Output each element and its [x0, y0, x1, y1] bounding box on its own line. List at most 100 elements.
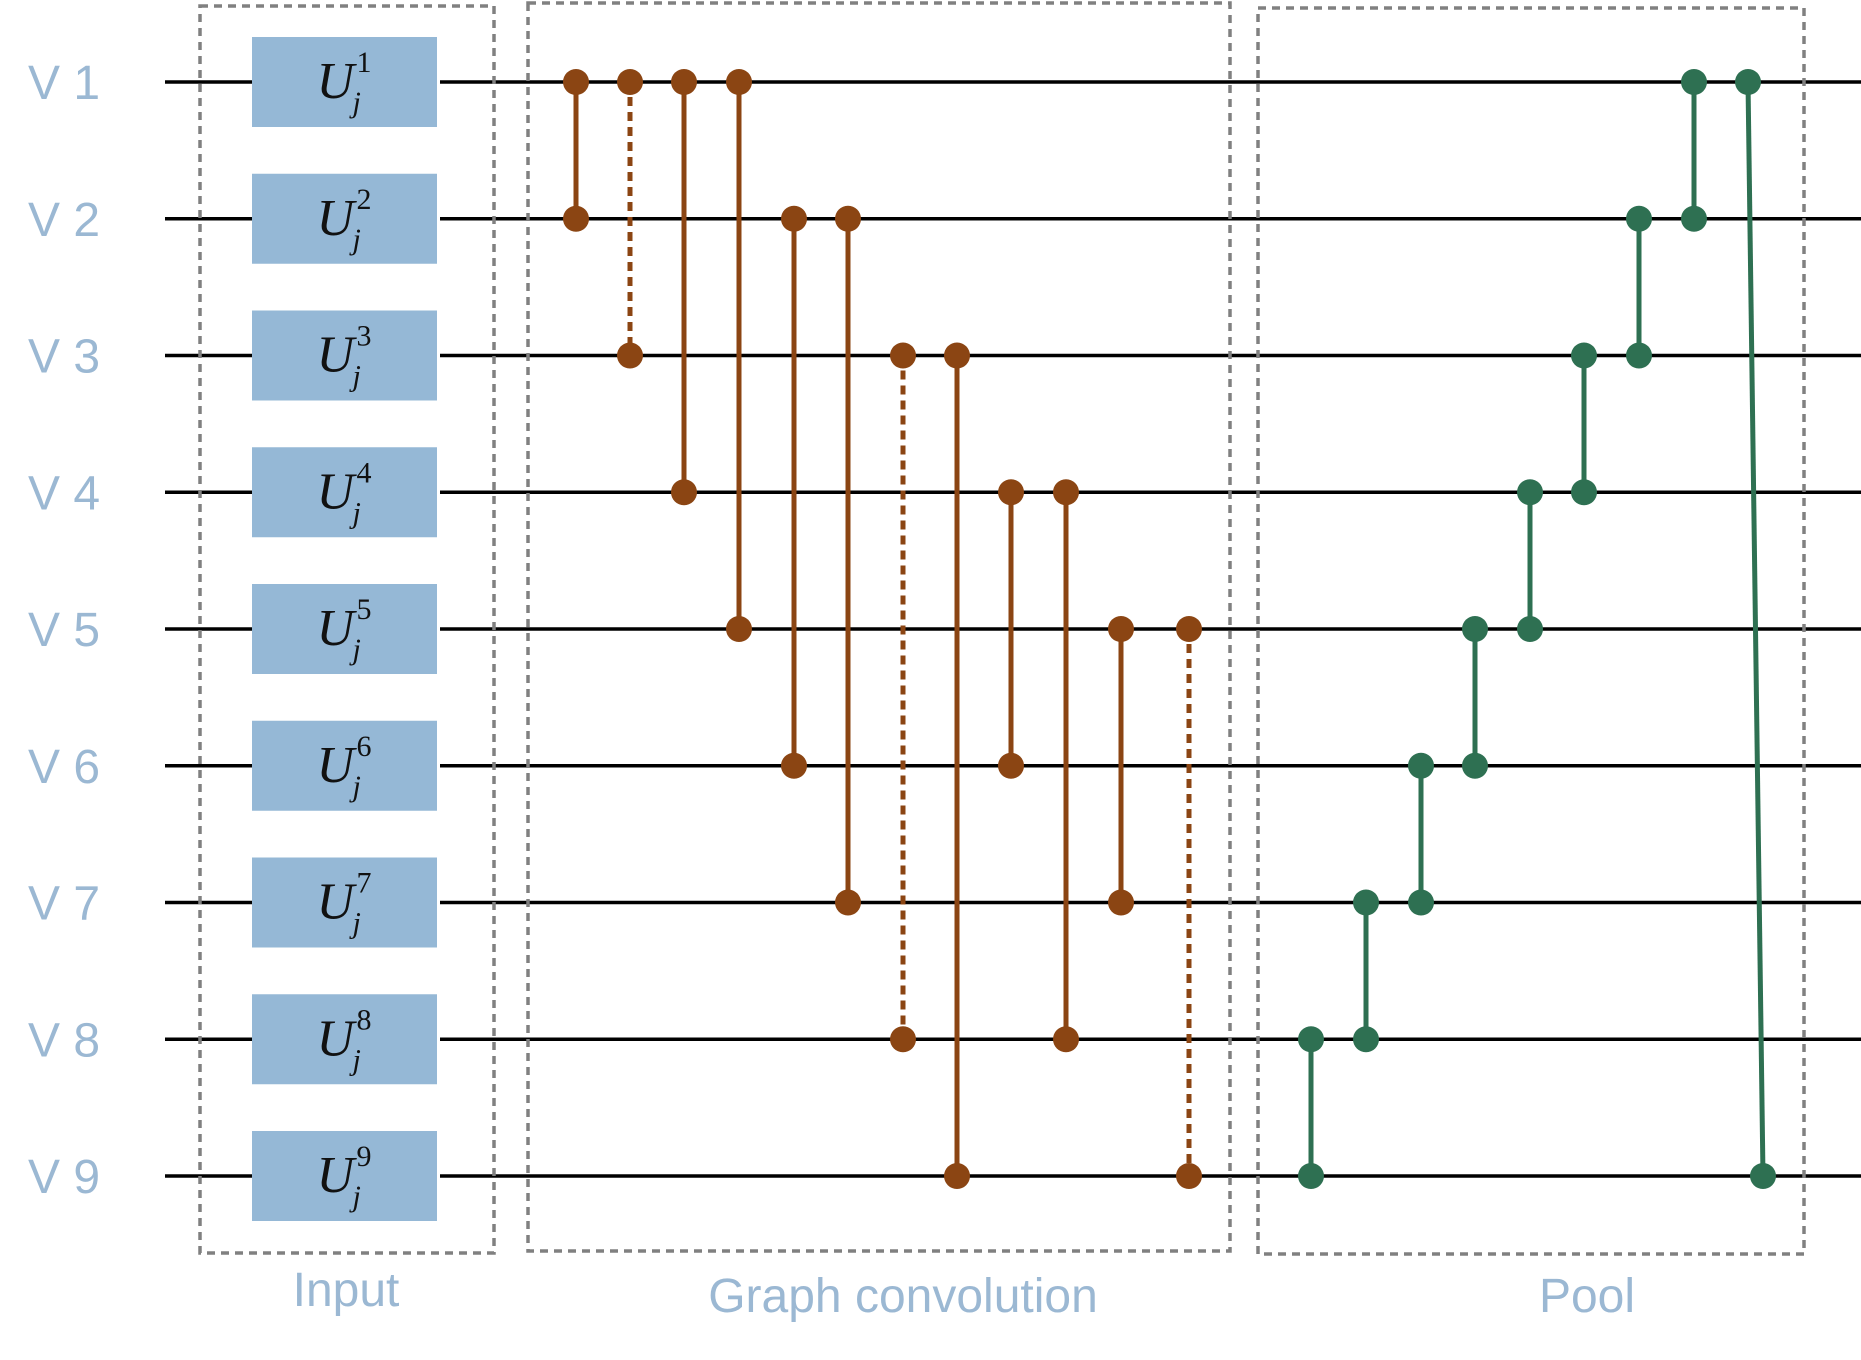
conv-link-node-v7	[835, 889, 861, 916]
gate-u3-box	[252, 310, 437, 401]
conv-link-v2-v7	[835, 205, 861, 916]
pool-link-node-v4	[1571, 479, 1597, 506]
pool-link-v7-v8	[1353, 889, 1379, 1053]
gate-u4-symbol: U	[317, 463, 358, 520]
wire-label-v4: V 4	[28, 467, 100, 520]
conv-link-node-v3	[890, 342, 916, 369]
conv-link-node-v9	[1176, 1163, 1202, 1189]
gate-u6: U 6 j	[252, 720, 437, 811]
conv-link-node-v8	[1053, 1026, 1079, 1053]
labels-layer: Input Graph convolution Pool V 1 V 2 V 3 V …	[28, 57, 1635, 1323]
pool-link-v1-v9	[1735, 69, 1776, 1189]
pool-link-node-v5	[1462, 616, 1488, 642]
pool-link-node-v9	[1298, 1163, 1324, 1189]
conv-link-node-v1	[726, 69, 752, 95]
wire-label-v2: V 2	[28, 194, 100, 247]
conv-link-v1-v5	[726, 69, 752, 642]
pool-link-v5-v6	[1462, 616, 1488, 779]
gate-u2-symbol: U	[317, 190, 358, 247]
pool-link-node-v1	[1735, 69, 1761, 95]
conv-link-node-v2	[563, 205, 589, 232]
pool-link-node-v6	[1408, 752, 1434, 779]
conv-link-node-v2	[835, 205, 861, 232]
conv-link-node-v5	[726, 616, 752, 642]
conv-link-node-v8	[890, 1026, 916, 1053]
conv-link-v1-v2	[563, 69, 589, 232]
wire-label-v3: V 3	[28, 331, 100, 384]
gate-u9-superscript: 9	[357, 1140, 372, 1173]
conv-link-node-v4	[998, 479, 1024, 506]
gate-u5-subscript: j	[349, 633, 361, 666]
conv-link-node-v3	[617, 342, 643, 369]
gate-u6-symbol: U	[317, 737, 358, 794]
conv-link-v1-v4	[671, 69, 697, 506]
input-section-box	[198, 4, 496, 1255]
wire-label-v6: V 6	[28, 741, 100, 794]
gate-u8-box	[252, 994, 437, 1085]
gate-u8: U 8 j	[252, 994, 437, 1085]
pool-link-node-v1	[1681, 69, 1707, 95]
gate-u4-superscript: 4	[357, 456, 372, 489]
gate-u5-superscript: 5	[357, 593, 372, 626]
wire-label-v5: V 5	[28, 604, 100, 657]
graph-convolution-connections	[563, 69, 1202, 1189]
gate-u4-subscript: j	[349, 496, 361, 529]
conv-link-node-v1	[671, 69, 697, 95]
gate-u3-superscript: 3	[357, 320, 372, 353]
gate-u5: U 5 j	[252, 584, 437, 674]
pool-link-v2-v3	[1626, 205, 1652, 369]
conv-link-node-v4	[1053, 479, 1079, 506]
pool-link-node-v3	[1571, 342, 1597, 369]
pool-link-node-v8	[1353, 1026, 1379, 1053]
gate-u1-symbol: U	[317, 53, 358, 110]
conv-link-node-v2	[781, 205, 807, 232]
pool-link-v1-v2	[1681, 69, 1707, 232]
section-label-pool: Pool	[1539, 1270, 1635, 1323]
wire-label-v8: V 8	[28, 1014, 100, 1067]
conv-link-node-v6	[998, 752, 1024, 779]
gate-u7-superscript: 7	[357, 867, 372, 900]
pool-section-box	[1256, 6, 1806, 1256]
pool-link-v6-v7	[1408, 752, 1434, 916]
pool-link-node-v7	[1408, 889, 1434, 916]
conv-link-node-v9	[944, 1163, 970, 1189]
gate-u3-subscript: j	[349, 360, 361, 393]
pool-link-node-v8	[1298, 1026, 1324, 1053]
section-boxes	[198, 1, 1806, 1256]
gate-u2: U 2 j	[252, 173, 437, 264]
conv-link-node-v3	[944, 342, 970, 369]
section-label-graph-convolution: Graph convolution	[708, 1270, 1098, 1323]
pool-link-node-v6	[1462, 752, 1488, 779]
conv-link-node-v1	[563, 69, 589, 95]
pool-link-node-v4	[1517, 479, 1543, 506]
conv-link-node-v5	[1108, 616, 1134, 642]
conv-link-node-v6	[781, 752, 807, 779]
pool-link-line-v1-v9	[1745, 81, 1766, 1177]
conv-link-v3-v9	[944, 342, 970, 1189]
gate-u5-symbol: U	[317, 600, 358, 657]
input-gates: U 1jU 2jU 3jU 4jU 5jU 6jU 7jU 8jU 9j	[252, 37, 437, 1221]
wire-label-v9: V 9	[28, 1151, 100, 1204]
section-label-input: Input	[293, 1264, 400, 1317]
gate-u4-box	[252, 447, 437, 538]
gate-u9: U 9 j	[252, 1131, 437, 1221]
conv-link-v4-v8	[1053, 479, 1079, 1053]
gate-u9-subscript: j	[349, 1180, 361, 1213]
gate-u9-symbol: U	[317, 1147, 358, 1204]
gate-u7-box	[252, 857, 437, 948]
pool-link-node-v5	[1517, 616, 1543, 642]
gate-u6-superscript: 6	[357, 730, 372, 763]
gate-u1-subscript: j	[349, 86, 361, 119]
gate-u2-subscript: j	[349, 223, 361, 256]
pool-link-node-v2	[1681, 205, 1707, 232]
pool-link-node-v3	[1626, 342, 1652, 369]
gate-u8-subscript: j	[349, 1043, 361, 1076]
conv-link-node-v4	[671, 479, 697, 506]
gate-u6-box	[252, 720, 437, 811]
gate-u3: U 3 j	[252, 310, 437, 401]
gate-u1-box	[252, 37, 437, 127]
conv-link-node-v1	[617, 69, 643, 95]
conv-link-v4-v6	[998, 479, 1024, 779]
gate-u7: U 7 j	[252, 857, 437, 948]
